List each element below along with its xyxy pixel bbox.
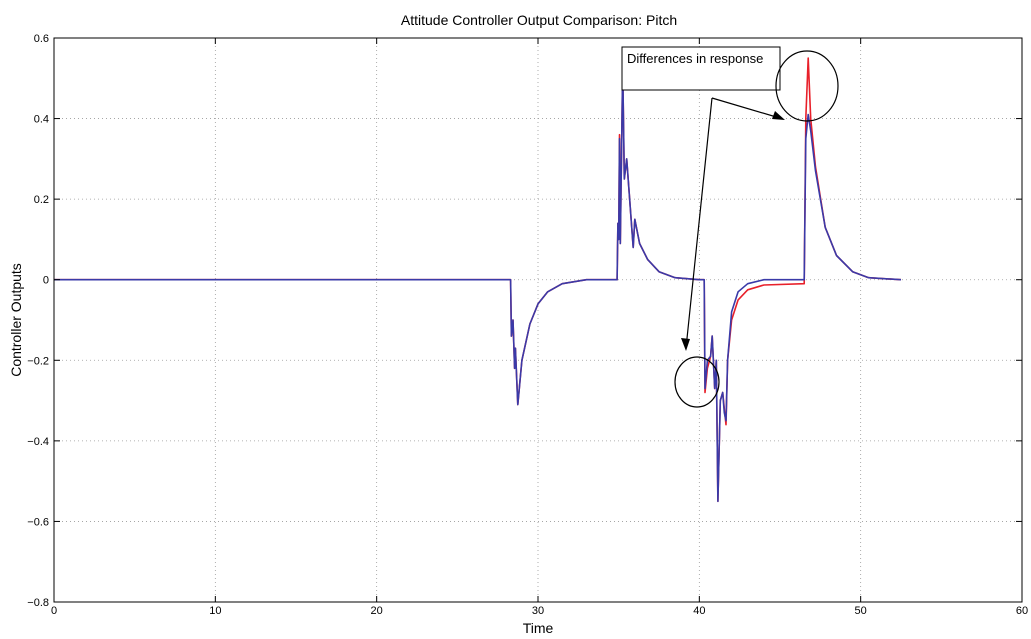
annotation-arrowhead-dip [681,338,690,351]
x-tick-label: 0 [51,605,57,617]
y-tick-label: −0.2 [27,355,49,367]
ticks: 0 10 20 30 40 50 60 −0.8 −0.6 −0.4 −0.2 0 0.2 0.4 0.6 [27,33,1028,617]
annotation-arrowhead-peak [772,111,785,120]
highlight-circle-dip [674,356,720,408]
y-tick-label: −0.4 [27,436,49,448]
x-axis-label: Time [523,620,554,636]
series-line-2 [54,65,902,503]
x-tick-label: 40 [693,605,705,617]
y-axis-label: Controller Outputs [8,263,24,377]
y-tick-label: −0.8 [27,597,49,609]
x-tick-label: 10 [209,605,221,617]
annotation: Differences in response [621,46,839,408]
grid [54,38,1022,602]
annotation-arrow-dip [685,97,713,349]
y-tick-label: 0.6 [34,33,49,45]
x-tick-label: 20 [371,605,383,617]
y-tick-label: 0 [43,275,49,287]
x-tick-label: 60 [1016,605,1028,617]
series-layer [54,57,902,503]
x-tick-label: 50 [855,605,867,617]
x-tick-label: 30 [532,605,544,617]
highlight-circle-peak [775,50,839,122]
chart-title: Attitude Controller Output Comparison: P… [401,12,677,28]
y-tick-label: 0.4 [34,114,49,126]
annotation-text: Differences in response [627,51,763,66]
y-tick-label: 0.2 [34,194,49,206]
annotation-arrow-peak [711,97,784,120]
y-tick-label: −0.6 [27,516,49,528]
